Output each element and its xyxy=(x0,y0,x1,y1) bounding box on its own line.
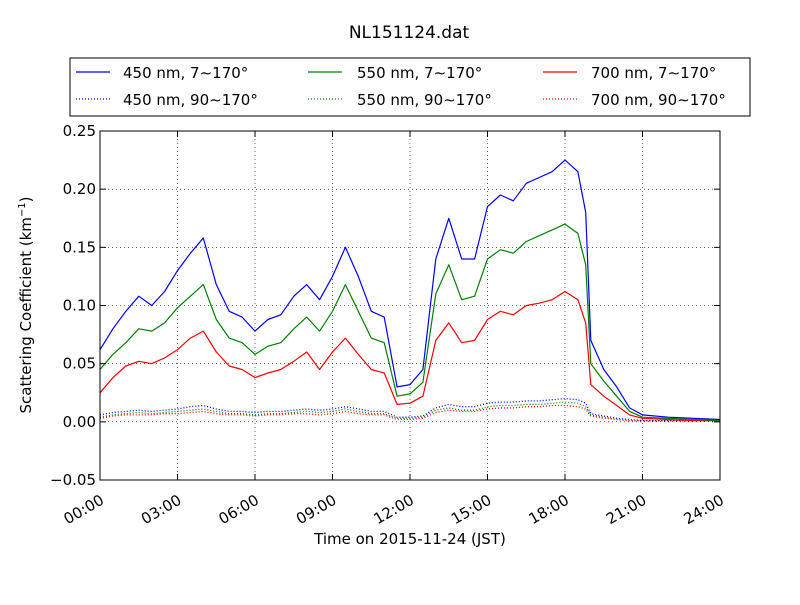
x-axis-label: Time on 2015-11-24 (JST) xyxy=(313,530,506,548)
legend-label-2: 550 nm, 7∼170° xyxy=(357,64,482,82)
x-tick-label: 21:00 xyxy=(603,491,649,528)
x-tick-label: 24:00 xyxy=(681,491,727,528)
legend-items: 450 nm, 7∼170° 450 nm, 90∼170° 550 nm, 7∼1… xyxy=(76,64,726,109)
x-tick-label: 18:00 xyxy=(526,491,572,528)
y-tick-label: 0.10 xyxy=(63,297,96,315)
legend-label-4: 700 nm, 7∼170° xyxy=(591,64,716,82)
x-tick-label: 06:00 xyxy=(216,491,262,528)
series-line-2 xyxy=(99,223,721,422)
grid xyxy=(100,131,720,480)
legend-label-0: 450 nm, 7∼170° xyxy=(123,64,248,82)
y-axis-ticks: −0.05 0.00 0.05 0.10 0.15 0.20 0.25 xyxy=(50,122,720,489)
legend: 450 nm, 7∼170° 450 nm, 90∼170° 550 nm, 7∼1… xyxy=(69,57,751,117)
series-line-3 xyxy=(99,401,720,422)
y-axis-label-main: Scattering Coefficient (km xyxy=(17,217,35,413)
chart-title: NL151124.dat xyxy=(349,23,470,43)
x-tick-label: 03:00 xyxy=(138,491,184,528)
series-line-5 xyxy=(99,404,720,422)
x-tick-label: 00:00 xyxy=(61,491,107,528)
legend-label-3: 550 nm, 90∼170° xyxy=(357,91,492,109)
y-tick-label: 0.00 xyxy=(63,413,96,431)
y-axis-label-superscript: −1 xyxy=(17,202,28,217)
y-tick-label: 0.25 xyxy=(63,122,96,140)
y-tick-label: 0.05 xyxy=(63,355,96,373)
legend-label-5: 700 nm, 90∼170° xyxy=(591,91,726,109)
legend-label-1: 450 nm, 90∼170° xyxy=(123,91,258,109)
y-axis-label: Scattering Coefficient (km−1) xyxy=(17,196,35,413)
y-tick-label: −0.05 xyxy=(50,471,96,489)
y-tick-label: 0.20 xyxy=(63,180,96,198)
x-axis-ticks: 00:00 03:00 06:00 09:00 12:00 15:00 18:00 21:00… xyxy=(61,131,727,528)
legend-box xyxy=(69,57,751,117)
series-line-4 xyxy=(99,290,720,422)
y-axis-label-close: ) xyxy=(17,196,35,202)
series-line-1 xyxy=(99,397,720,422)
y-tick-label: 0.15 xyxy=(63,238,96,256)
series-group xyxy=(99,159,721,422)
x-tick-label: 09:00 xyxy=(293,491,339,528)
x-tick-label: 12:00 xyxy=(371,491,417,528)
x-tick-label: 15:00 xyxy=(448,491,494,528)
series-line-0 xyxy=(99,159,721,421)
